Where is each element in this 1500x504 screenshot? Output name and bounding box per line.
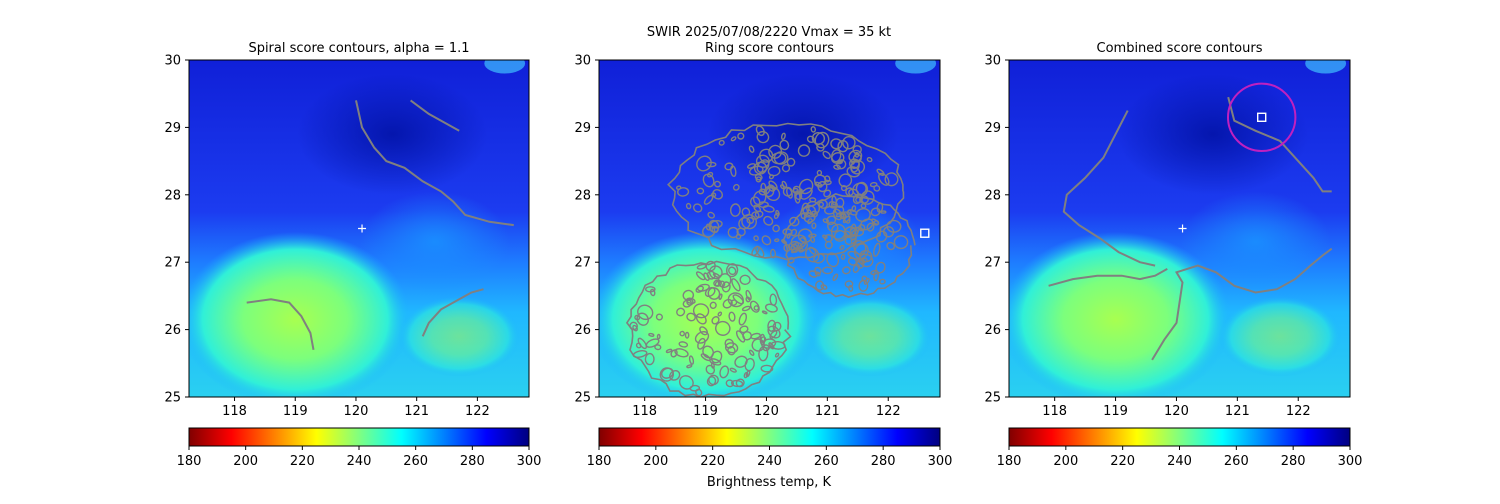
colorbar-tick-label: 200 bbox=[643, 454, 668, 469]
panel-title: Ring score contours bbox=[705, 41, 834, 56]
y-tick-label: 28 bbox=[574, 188, 591, 203]
contour-line bbox=[1062, 110, 1156, 267]
satellite-image bbox=[189, 60, 529, 397]
y-tick-label: 29 bbox=[984, 121, 1001, 136]
colorbar-1: 180 200 220 240 260 280 300 bbox=[177, 427, 542, 469]
y-tick-label: 29 bbox=[574, 121, 591, 136]
y-tick-label: 26 bbox=[574, 323, 591, 338]
colorbar-2: 180 200 220 240 260 280 300 bbox=[587, 427, 953, 469]
colorbar-tick-label: 300 bbox=[1338, 454, 1363, 469]
colorbar-tick-label: 240 bbox=[1167, 454, 1192, 469]
colorbar-gradient bbox=[598, 427, 941, 447]
y-tick-label: 28 bbox=[164, 188, 181, 203]
colorbar-tick-label: 280 bbox=[460, 454, 485, 469]
colorbar-tick-label: 300 bbox=[928, 454, 953, 469]
panel-1: Spiral score contours, alpha = 1.1 118 119… bbox=[164, 41, 541, 469]
x-tick-label: 120 bbox=[344, 404, 369, 419]
y-tick-label: 26 bbox=[164, 323, 181, 338]
y-tick-label: 25 bbox=[574, 391, 591, 406]
panel-3: Combined score contours 118 119 120 121 122 25… bbox=[984, 41, 1362, 469]
colorbar-tick-label: 280 bbox=[871, 454, 896, 469]
y-tick-label: 30 bbox=[574, 54, 591, 69]
satellite-image bbox=[1009, 60, 1350, 397]
x-tick-label: 121 bbox=[404, 404, 429, 419]
x-tick-label: 122 bbox=[1286, 404, 1311, 419]
colorbar-tick-label: 220 bbox=[700, 454, 725, 469]
y-tick-label: 29 bbox=[164, 121, 181, 136]
x-tick-label: 120 bbox=[754, 404, 779, 419]
colorbar-tick-label: 200 bbox=[1053, 454, 1078, 469]
colorbar-tick-label: 300 bbox=[517, 454, 542, 469]
contour-line bbox=[355, 100, 514, 227]
contour-line bbox=[421, 288, 484, 337]
colorbar-tick-label: 260 bbox=[1224, 454, 1249, 469]
axes-frame bbox=[598, 59, 941, 398]
contour-line bbox=[1151, 247, 1333, 361]
square-marker bbox=[920, 228, 930, 238]
y-tick-label: 27 bbox=[164, 256, 181, 271]
x-tick-label: 119 bbox=[693, 404, 718, 419]
colorbar-tick-label: 240 bbox=[347, 454, 372, 469]
y-tick-label: 25 bbox=[164, 391, 181, 406]
satellite-image bbox=[599, 60, 940, 397]
colorbar-tick-label: 240 bbox=[757, 454, 782, 469]
ring-contour-region bbox=[782, 193, 916, 298]
y-tick-label: 25 bbox=[984, 391, 1001, 406]
contour-line bbox=[1227, 96, 1332, 193]
colorbar-tick-label: 280 bbox=[1281, 454, 1306, 469]
x-tick-label: 122 bbox=[876, 404, 901, 419]
colorbar-tick-label: 220 bbox=[290, 454, 315, 469]
y-tick-label: 30 bbox=[984, 54, 1001, 69]
center-circle bbox=[1227, 82, 1297, 152]
contour-line bbox=[246, 298, 315, 350]
y-tick-label: 30 bbox=[164, 54, 181, 69]
axes-frame bbox=[1008, 59, 1351, 398]
x-tick-label: 120 bbox=[1164, 404, 1189, 419]
x-tick-label: 118 bbox=[632, 404, 657, 419]
square-marker bbox=[1257, 112, 1267, 122]
figure-suptitle: SWIR 2025/07/08/2220 Vmax = 35 kt bbox=[647, 25, 891, 40]
colorbar-gradient bbox=[1008, 427, 1351, 447]
colorbar-gradient bbox=[188, 427, 530, 447]
ring-contour-region bbox=[625, 260, 792, 397]
panel-title: Spiral score contours, alpha = 1.1 bbox=[248, 41, 469, 56]
colorbar-tick-label: 200 bbox=[233, 454, 258, 469]
colorbar-3: 180 200 220 240 260 280 300 bbox=[997, 427, 1363, 469]
x-tick-label: 118 bbox=[1042, 404, 1067, 419]
x-tick-label: 119 bbox=[283, 404, 308, 419]
y-tick-label: 26 bbox=[984, 323, 1001, 338]
x-tick-label: 118 bbox=[222, 404, 247, 419]
contour-line bbox=[1048, 268, 1168, 287]
contour-line bbox=[410, 99, 460, 132]
panel-title: Combined score contours bbox=[1097, 41, 1263, 56]
colorbar-tick-label: 220 bbox=[1110, 454, 1135, 469]
y-tick-label: 27 bbox=[574, 256, 591, 271]
x-tick-label: 121 bbox=[1225, 404, 1250, 419]
x-tick-label: 121 bbox=[815, 404, 840, 419]
colorbar-tick-label: 260 bbox=[403, 454, 428, 469]
center-plus-marker bbox=[1178, 224, 1187, 233]
colorbar-tick-label: 180 bbox=[997, 454, 1022, 469]
colorbar-tick-label: 180 bbox=[177, 454, 202, 469]
y-tick-label: 28 bbox=[984, 188, 1001, 203]
x-tick-label: 119 bbox=[1103, 404, 1128, 419]
colorbar-label: Brightness temp, K bbox=[707, 475, 832, 490]
x-tick-label: 122 bbox=[465, 404, 490, 419]
panel-2: Ring score contours 118 119 120 121 122 25 26 27… bbox=[574, 41, 952, 469]
axes-frame bbox=[188, 59, 530, 398]
center-plus-marker bbox=[358, 224, 367, 233]
colorbar-tick-label: 180 bbox=[587, 454, 612, 469]
colorbar-tick-label: 260 bbox=[814, 454, 839, 469]
y-tick-label: 27 bbox=[984, 256, 1001, 271]
